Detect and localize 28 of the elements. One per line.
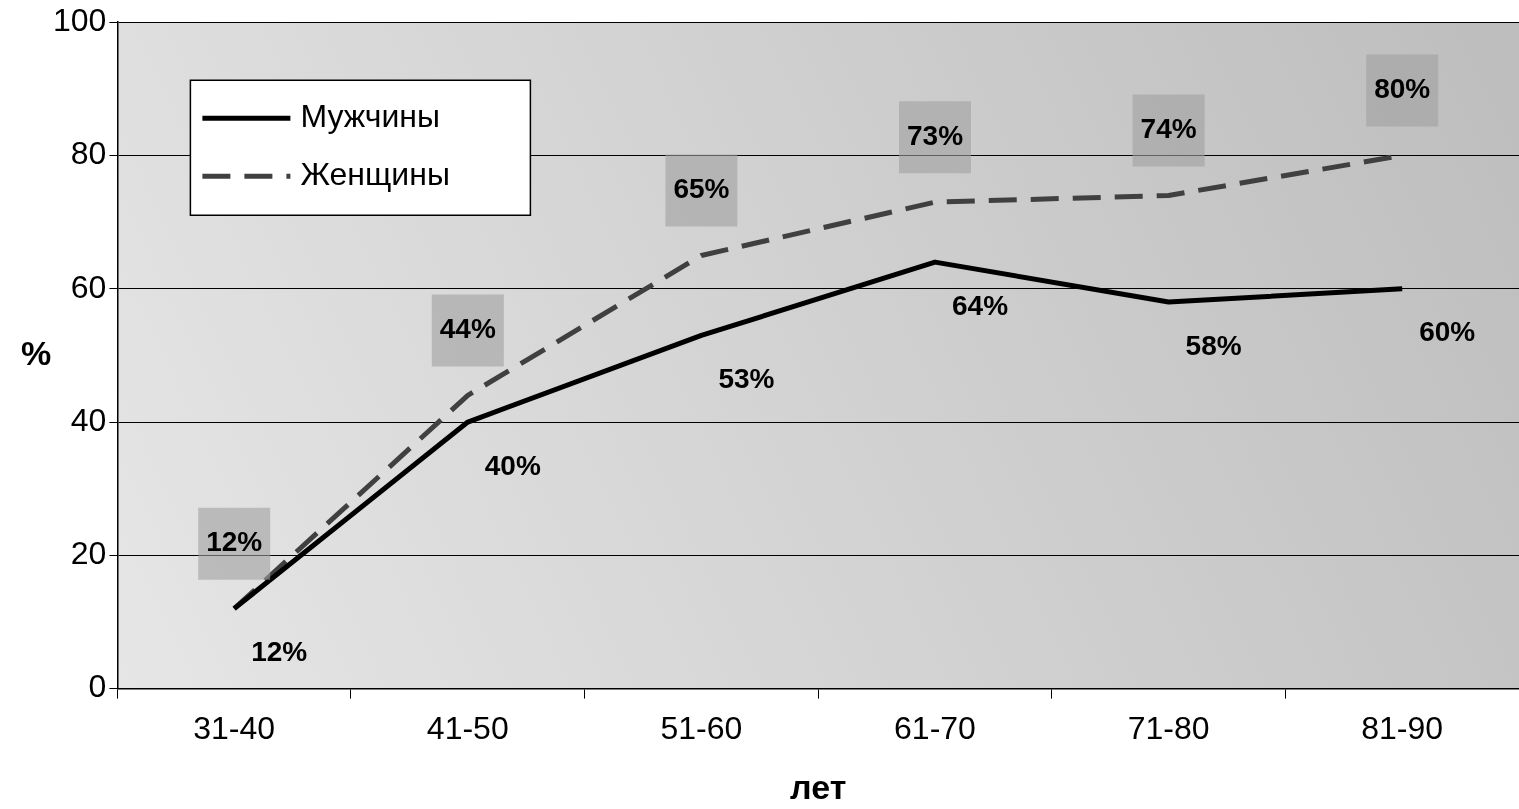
data-label: 12% [251,636,308,668]
data-label: 74% [1140,113,1197,145]
y-tick-label: 80 [70,135,107,172]
data-label: 80% [1374,73,1431,105]
x-tick-label: 31-40 [193,709,276,746]
y-axis-title: % [20,333,52,372]
x-tick-label: 61-70 [894,709,976,746]
y-tick-label: 100 [53,2,107,39]
data-label: 65% [673,173,730,205]
x-tick-label: 51-60 [660,709,743,746]
x-axis-title: лет [790,768,847,807]
x-tick-label: 71-80 [1127,709,1210,746]
data-label: 44% [439,313,496,345]
y-tick-label: 40 [70,401,107,438]
data-label: 40% [484,449,541,481]
y-tick-label: 20 [70,535,107,572]
x-tick-label: 81-90 [1361,709,1444,746]
x-tick-label: 41-50 [426,709,509,746]
legend-label: Женщины [300,156,450,193]
data-label: 53% [718,363,775,395]
data-label: 58% [1185,329,1242,361]
legend-label: Мужчины [300,98,441,135]
data-label: 73% [906,119,964,151]
data-label: 60% [1419,316,1476,348]
data-label: 64% [951,289,1009,321]
y-tick-label: 0 [88,668,107,705]
data-label: 12% [206,526,263,558]
y-tick-label: 60 [70,268,107,305]
